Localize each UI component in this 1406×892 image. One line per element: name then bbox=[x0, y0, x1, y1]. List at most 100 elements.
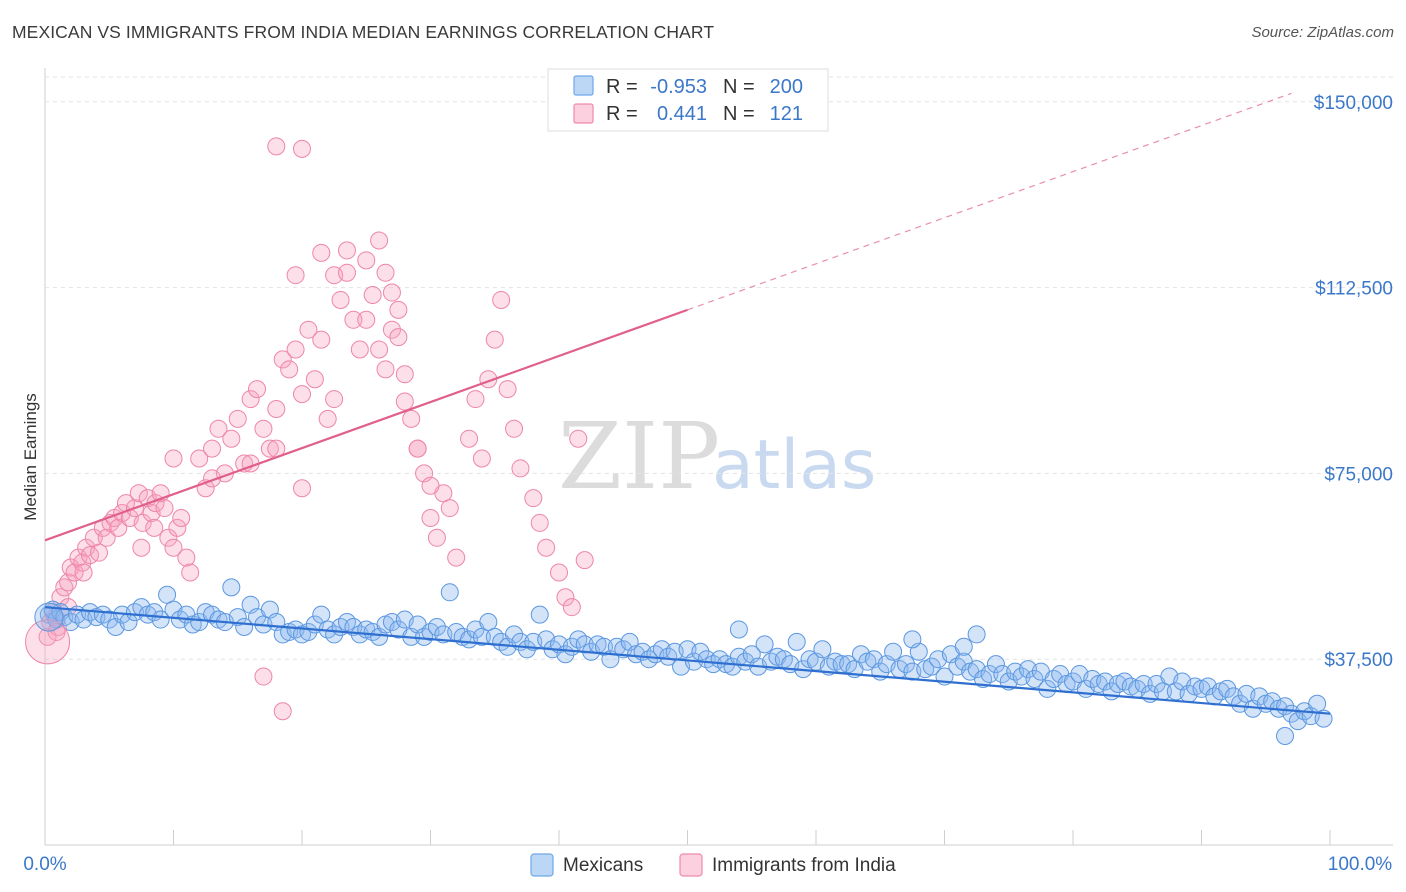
point-mexicans bbox=[954, 637, 973, 656]
point-india bbox=[421, 508, 440, 527]
point-india bbox=[382, 283, 401, 302]
x-tick-label-min: 0.0% bbox=[23, 854, 66, 875]
point-india bbox=[550, 563, 568, 582]
point-india bbox=[344, 310, 363, 329]
point-india bbox=[190, 449, 209, 468]
point-india bbox=[376, 263, 395, 282]
point-india bbox=[325, 390, 344, 409]
point-mexicans bbox=[986, 655, 1005, 674]
point-india bbox=[370, 340, 389, 359]
y-tick-label: $37,500 bbox=[1324, 650, 1393, 671]
x-tick-label-max: 100.0% bbox=[1328, 854, 1393, 875]
point-india bbox=[25, 619, 71, 665]
point-india bbox=[168, 518, 187, 537]
point-india bbox=[59, 573, 78, 592]
point-india bbox=[286, 266, 305, 285]
point-mexicans bbox=[427, 617, 446, 636]
point-mexicans bbox=[967, 625, 986, 644]
point-india bbox=[155, 499, 174, 518]
point-india bbox=[260, 439, 279, 458]
point-india bbox=[421, 476, 440, 495]
point-india bbox=[427, 528, 446, 547]
legend-label-india: Immigrants from India bbox=[712, 855, 896, 876]
point-india bbox=[382, 320, 401, 339]
point-india bbox=[286, 340, 305, 359]
point-india bbox=[132, 538, 151, 557]
point-india bbox=[47, 622, 66, 641]
y-tick-label: $75,000 bbox=[1324, 464, 1393, 485]
point-india bbox=[357, 251, 376, 270]
x-ticks bbox=[44, 830, 1331, 845]
trend-line-extension-india bbox=[687, 92, 1292, 311]
point-india bbox=[280, 360, 299, 379]
point-india bbox=[466, 390, 485, 409]
point-india bbox=[389, 300, 408, 319]
point-india bbox=[498, 380, 517, 399]
point-india bbox=[164, 449, 183, 468]
point-india bbox=[267, 137, 286, 156]
point-mexicans bbox=[922, 657, 941, 676]
point-india bbox=[408, 439, 427, 458]
point-india bbox=[248, 380, 267, 399]
point-india bbox=[447, 548, 466, 567]
point-india bbox=[312, 243, 331, 262]
legend-swatch-india bbox=[679, 853, 703, 877]
point-india bbox=[537, 538, 556, 557]
point-india bbox=[389, 328, 408, 347]
point-mexicans bbox=[440, 583, 459, 602]
stats-legend-r-label-india: R = bbox=[606, 103, 638, 125]
point-india bbox=[181, 563, 200, 582]
point-india bbox=[530, 513, 549, 532]
point-mexicans bbox=[312, 605, 331, 624]
point-india bbox=[312, 330, 331, 349]
point-india bbox=[318, 409, 337, 428]
stats-legend-swatch-mexicans bbox=[573, 75, 594, 96]
point-india bbox=[370, 231, 389, 250]
watermark-atlas: atlas bbox=[712, 426, 876, 505]
point-india bbox=[402, 409, 421, 428]
point-india bbox=[363, 286, 382, 305]
point-mexicans bbox=[903, 630, 922, 649]
point-india bbox=[73, 553, 92, 572]
point-india bbox=[293, 139, 311, 158]
y-tick-labels: $37,500 $75,000 $112,500 $150,000 bbox=[1314, 93, 1393, 671]
point-mexicans bbox=[1276, 726, 1295, 745]
watermark-zip: ZIP bbox=[558, 403, 720, 510]
stats-legend-box bbox=[547, 68, 829, 132]
point-mexicans bbox=[896, 655, 915, 674]
point-india bbox=[228, 409, 247, 428]
point-india bbox=[129, 484, 148, 503]
point-mexicans bbox=[505, 625, 524, 644]
stats-legend-n-label-india: N = bbox=[723, 103, 755, 125]
point-india bbox=[254, 667, 273, 686]
point-mexicans bbox=[34, 602, 64, 632]
y-axis-label: Median Earnings bbox=[21, 393, 40, 521]
point-mexicans bbox=[884, 642, 903, 661]
point-mexicans bbox=[158, 585, 177, 604]
legend-swatch-mexicans bbox=[530, 853, 554, 877]
point-mexicans bbox=[1025, 670, 1044, 689]
point-india bbox=[337, 241, 356, 260]
stats-legend: R = -0.953 N = 200 R = 0.441 N = 121 bbox=[547, 68, 829, 132]
point-india bbox=[159, 528, 178, 547]
stats-legend-n-label-mexicans: N = bbox=[723, 76, 755, 98]
point-india bbox=[273, 702, 292, 721]
grid bbox=[45, 76, 1393, 660]
point-india bbox=[485, 330, 504, 349]
point-india bbox=[145, 518, 164, 537]
point-india bbox=[395, 392, 414, 411]
point-india bbox=[337, 263, 356, 282]
point-mexicans bbox=[755, 635, 774, 654]
point-india bbox=[241, 390, 260, 409]
point-india bbox=[203, 439, 222, 458]
point-mexicans bbox=[1134, 674, 1153, 693]
point-india bbox=[357, 310, 376, 329]
trend-line-india bbox=[44, 308, 688, 542]
point-india bbox=[556, 588, 575, 607]
point-india bbox=[74, 563, 93, 582]
point-india bbox=[505, 419, 524, 438]
point-india bbox=[177, 548, 196, 567]
point-india bbox=[293, 385, 311, 404]
point-india bbox=[376, 360, 395, 379]
